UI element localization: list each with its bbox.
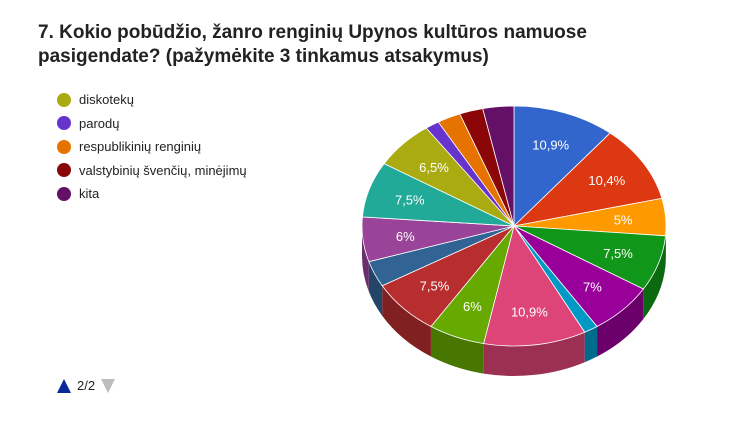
legend-swatch: [57, 139, 71, 154]
pie-slice-label: 7,5%: [603, 246, 633, 261]
pie-slice-side: [382, 285, 431, 357]
pie-slice-side: [368, 261, 383, 316]
legend-label: kita: [79, 186, 100, 202]
pie-slice-label: 10,9%: [532, 138, 569, 153]
pie-slice[interactable]: [483, 225, 586, 347]
pie-slice-label: 5%: [614, 213, 633, 228]
pie-slice-label: 10,9%: [511, 305, 548, 320]
pie-slice-side: [362, 226, 369, 292]
pie-slice-side: [643, 235, 666, 320]
previous-page-icon[interactable]: [57, 378, 71, 393]
legend-swatch: [57, 186, 71, 201]
pie-slice-label: 6%: [463, 299, 482, 314]
pie-slice-label: 10,4%: [588, 173, 625, 188]
legend-label: respublikinių renginių: [79, 139, 202, 155]
legend-item[interactable]: valstybinių švenčių, minėjimų: [57, 159, 247, 183]
pie-slice-label: 7%: [583, 279, 602, 294]
legend-label: parodų: [79, 115, 120, 131]
pie-slice-label: 6,5%: [419, 160, 449, 175]
next-page-icon[interactable]: [101, 378, 116, 393]
pie-slice-label: 7,5%: [395, 193, 425, 208]
legend-label: valstybinių švenčių, minėjimų: [79, 162, 247, 178]
pie-slice-side: [483, 332, 585, 377]
pie-slice-side: [597, 289, 644, 357]
pie-slice[interactable]: [513, 105, 611, 227]
legend-item[interactable]: kita: [57, 182, 247, 206]
legend-item[interactable]: parodų: [57, 112, 247, 136]
pie-slice-side: [584, 326, 598, 363]
pie-slice[interactable]: [512, 132, 663, 227]
legend-swatch: [57, 92, 71, 107]
pie-slice-label: 7,5%: [420, 278, 450, 293]
pie-slice-side: [430, 326, 484, 374]
legend: diskotekų parodų respublikinių renginių …: [57, 88, 247, 206]
pie-slice-label: 6%: [396, 229, 415, 244]
legend-item[interactable]: respublikinių renginių: [57, 135, 247, 159]
legend-label: diskotekų: [79, 92, 134, 108]
page-indicator: 2/2: [77, 378, 96, 393]
legend-pager: 2/2: [57, 378, 116, 393]
pie-slice[interactable]: [482, 105, 515, 227]
chart-title: 7. Kokio pobūdžio, žanro renginių Upynos…: [38, 22, 587, 67]
legend-swatch: [57, 116, 71, 131]
legend-swatch: [57, 163, 71, 178]
legend-item[interactable]: diskotekų: [57, 88, 247, 112]
